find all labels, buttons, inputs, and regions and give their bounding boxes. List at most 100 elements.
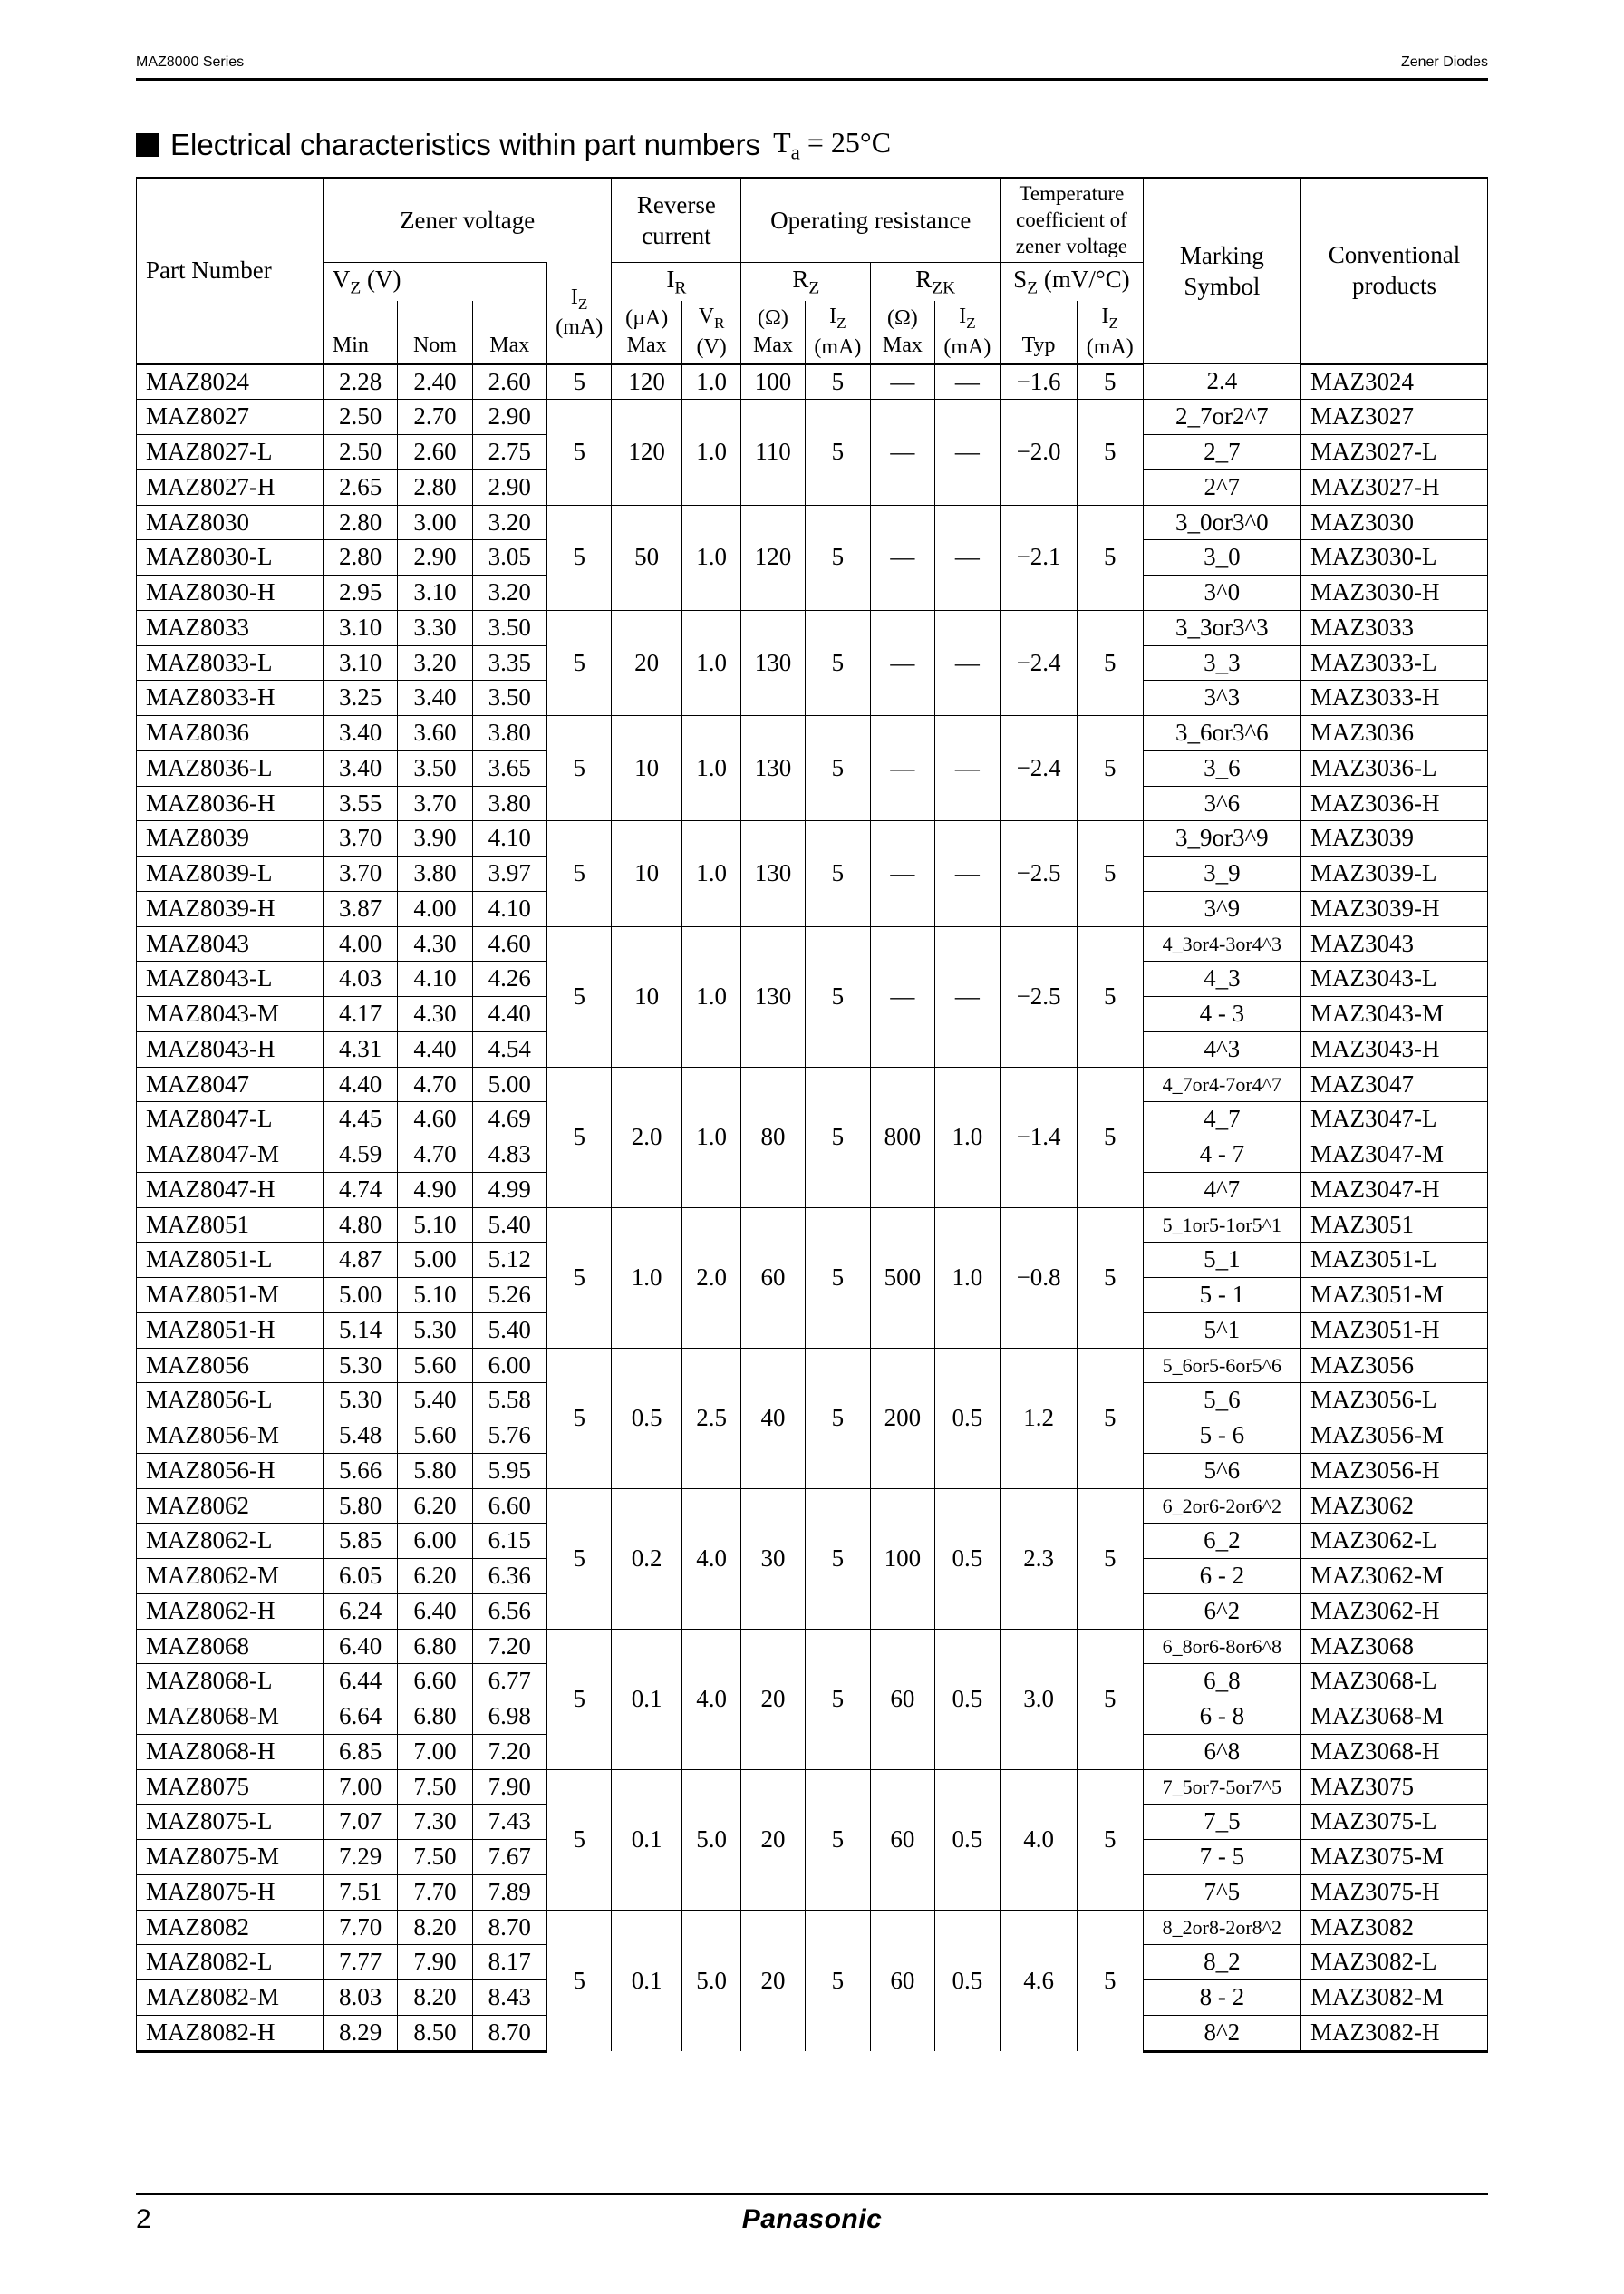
vz-cell: 4.80 (323, 1207, 397, 1243)
conventional-cell: MAZ3047-M (1301, 1137, 1488, 1173)
part-number-cell: MAZ8036-H (137, 786, 324, 821)
vz-cell: 6.40 (398, 1593, 472, 1629)
vz-cell: 8.03 (323, 1980, 397, 2016)
marking-cell: 7_5 (1143, 1805, 1300, 1840)
col-operating-resistance: Operating resistance (741, 179, 1000, 262)
unit-iz-sz: IZ(mA) (1077, 301, 1143, 363)
shared-cell: 0.1 (612, 1629, 682, 1769)
vz-cell: 6.24 (323, 1593, 397, 1629)
vz-cell: 8.20 (398, 1910, 472, 1945)
vz-cell: 3.35 (472, 645, 546, 681)
marking-cell: 7_5or7-5or7^5 (1143, 1769, 1300, 1805)
vz-cell: 6.60 (472, 1488, 546, 1524)
brand-logo: Panasonic (742, 2204, 883, 2235)
shared-cell: 5 (1077, 821, 1143, 926)
shared-cell: 130 (741, 821, 805, 926)
vz-cell: 7.30 (398, 1805, 472, 1840)
vz-cell: 6.00 (472, 1348, 546, 1383)
shared-cell: 0.5 (934, 1769, 1000, 1910)
shared-cell: 20 (741, 1629, 805, 1769)
part-number-cell: MAZ8056-H (137, 1453, 324, 1488)
part-number-cell: MAZ8033-H (137, 681, 324, 716)
vz-cell: 3.10 (323, 645, 397, 681)
conventional-cell: MAZ3082-L (1301, 1945, 1488, 1980)
shared-cell: 4.0 (1000, 1769, 1078, 1910)
vz-cell: 8.20 (398, 1980, 472, 2016)
col-marking: Marking Symbol (1143, 179, 1300, 363)
sub-rzk: RZK (871, 262, 1000, 301)
vz-cell: 3.55 (323, 786, 397, 821)
unit-rz-ohm: (Ω)Max (741, 301, 805, 363)
part-number-cell: MAZ8051-H (137, 1312, 324, 1348)
conventional-cell: MAZ3062 (1301, 1488, 1488, 1524)
marking-cell: 6 - 2 (1143, 1559, 1300, 1594)
marking-cell: 5_6or5-6or5^6 (1143, 1348, 1300, 1383)
shared-cell: 2.3 (1000, 1488, 1078, 1629)
shared-cell: 0.5 (934, 1910, 1000, 2051)
col-conventional: Conventional products (1301, 179, 1488, 363)
vz-cell: 3.70 (323, 821, 397, 857)
marking-cell: 6_2or6-2or6^2 (1143, 1488, 1300, 1524)
vz-cell: 4.87 (323, 1243, 397, 1278)
shared-cell: 5 (805, 1488, 871, 1629)
vz-cell: 5.30 (323, 1348, 397, 1383)
shared-cell: 4.0 (682, 1488, 740, 1629)
vz-cell: 2.90 (398, 540, 472, 576)
doc-type: Zener Diodes (1401, 54, 1488, 71)
conventional-cell: MAZ3036 (1301, 716, 1488, 751)
vz-cell: 4.30 (398, 997, 472, 1032)
marking-cell: 6_8or6-8or6^8 (1143, 1629, 1300, 1664)
conventional-cell: MAZ3047-H (1301, 1172, 1488, 1207)
marking-cell: 3_0 (1143, 540, 1300, 576)
vz-cell: 7.29 (323, 1840, 397, 1875)
vz-cell: 3.80 (472, 786, 546, 821)
part-number-cell: MAZ8062 (137, 1488, 324, 1524)
marking-cell: 4 - 7 (1143, 1137, 1300, 1173)
shared-cell: 5 (1077, 1488, 1143, 1629)
shared-cell: 1.0 (682, 505, 740, 610)
shared-cell: 5 (1077, 363, 1143, 400)
conventional-cell: MAZ3047 (1301, 1067, 1488, 1102)
part-number-cell: MAZ8082-L (137, 1945, 324, 1980)
vz-cell: 3.97 (472, 857, 546, 892)
unit-min: Min (323, 301, 397, 363)
shared-cell: 5 (805, 363, 871, 400)
marking-cell: 4^3 (1143, 1031, 1300, 1067)
shared-cell: 5 (805, 1910, 871, 2051)
vz-cell: 2.80 (398, 469, 472, 505)
part-number-cell: MAZ8039-H (137, 891, 324, 926)
marking-cell: 3^0 (1143, 576, 1300, 611)
part-number-cell: MAZ8047-M (137, 1137, 324, 1173)
shared-cell: 130 (741, 610, 805, 715)
table-row: MAZ80272.502.702.9051201.01105——−2.052_7… (137, 400, 1488, 435)
vz-cell: 5.80 (398, 1453, 472, 1488)
vz-cell: 6.40 (323, 1629, 397, 1664)
shared-cell: 100 (741, 363, 805, 400)
conventional-cell: MAZ3030-L (1301, 540, 1488, 576)
vz-cell: 5.60 (398, 1418, 472, 1454)
conventional-cell: MAZ3027 (1301, 400, 1488, 435)
vz-cell: 3.50 (398, 750, 472, 786)
conventional-cell: MAZ3051-M (1301, 1278, 1488, 1313)
part-number-cell: MAZ8075 (137, 1769, 324, 1805)
shared-cell: 20 (612, 610, 682, 715)
shared-cell: 60 (871, 1910, 934, 2051)
table-row: MAZ80625.806.206.6050.24.03051000.52.356… (137, 1488, 1488, 1524)
shared-cell: 5 (546, 505, 611, 610)
part-number-cell: MAZ8051 (137, 1207, 324, 1243)
shared-cell: — (934, 610, 1000, 715)
shared-cell: 1.0 (682, 400, 740, 505)
part-number-cell: MAZ8075-L (137, 1805, 324, 1840)
sub-ir: IR (612, 262, 741, 301)
conventional-cell: MAZ3030-H (1301, 576, 1488, 611)
shared-cell: 0.5 (934, 1629, 1000, 1769)
shared-cell: — (871, 610, 934, 715)
table-row: MAZ80302.803.003.205501.01205——−2.153_0o… (137, 505, 1488, 540)
vz-cell: 6.98 (472, 1699, 546, 1735)
table-row: MAZ80686.406.807.2050.14.0205600.53.056_… (137, 1629, 1488, 1664)
part-number-cell: MAZ8047 (137, 1067, 324, 1102)
marking-cell: 3_6 (1143, 750, 1300, 786)
unit-rzk-ohm: (Ω)Max (871, 301, 934, 363)
shared-cell: 120 (612, 400, 682, 505)
vz-cell: 7.70 (398, 1874, 472, 1910)
